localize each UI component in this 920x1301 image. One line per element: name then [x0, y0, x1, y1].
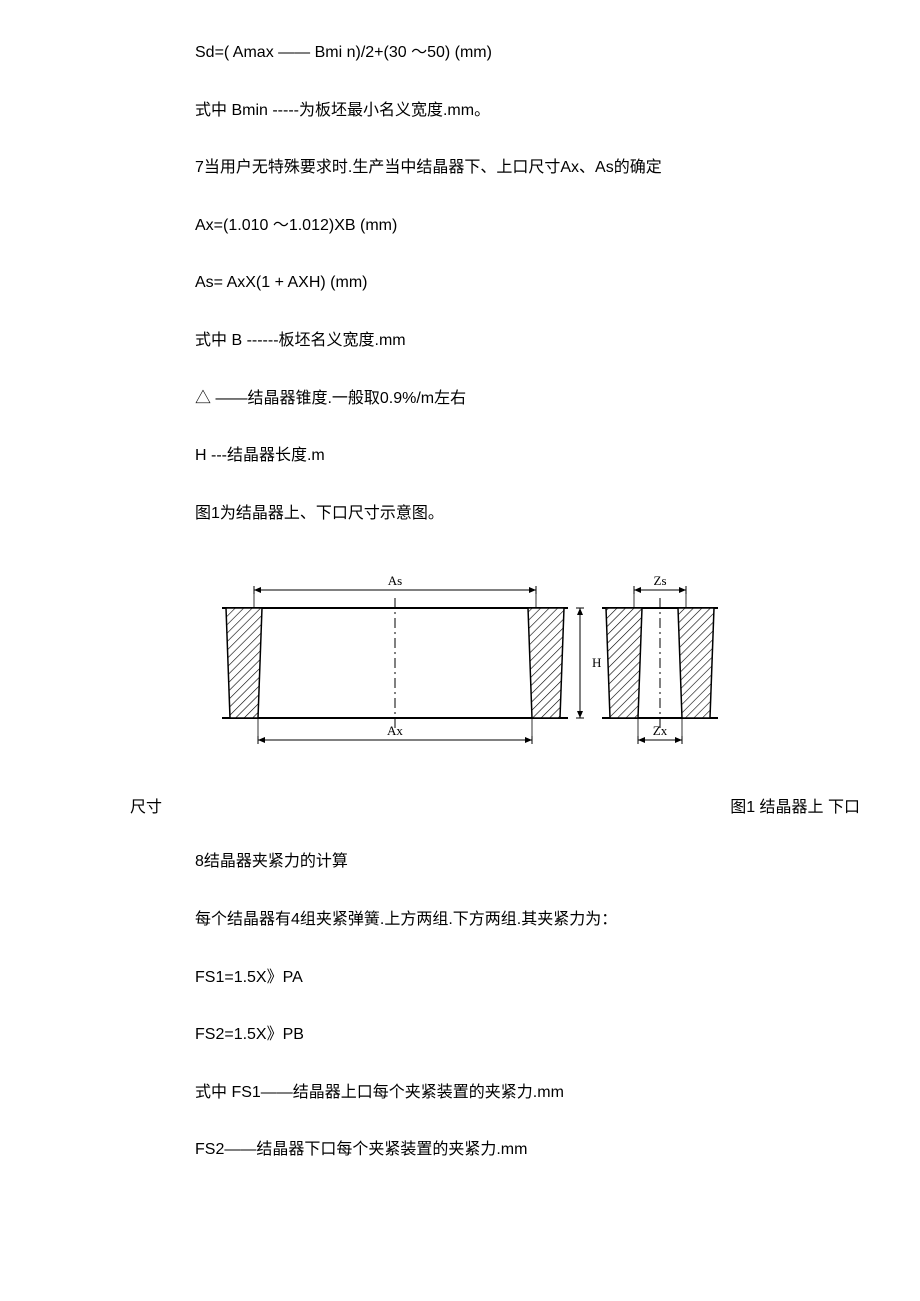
desc-h: H ---结晶器长度.m [195, 443, 860, 469]
formula-sd: Sd=( Amax —— Bmi n)/2+(30 ～50) (mm) [195, 40, 860, 66]
desc-delta: △ ——结晶器锥度.一般取0.9%/m左右 [195, 386, 860, 412]
desc-bmin: 式中 Bmin -----为板坯最小名义宽度.mm。 [195, 98, 860, 124]
figure-caption: 图1 结晶器上 下口 尺寸 [0, 793, 920, 817]
formula-ax: Ax=(1.010 ～1.012)XB (mm) [195, 213, 860, 239]
formula-fs1: FS1=1.5X》PA [195, 965, 860, 991]
svg-text:As: As [388, 573, 402, 588]
formula-fs2: FS2=1.5X》PB [195, 1022, 860, 1048]
desc-fs2: FS2——结晶器下口每个夹紧装置的夹紧力.mm [195, 1137, 860, 1163]
section-7-title: 7当用户无特殊要求时.生产当中结晶器下、上口尺寸Ax、As的确定 [195, 155, 860, 181]
mold-diagram: As Ax Zs Zx H [200, 558, 720, 758]
svg-text:Ax: Ax [387, 723, 403, 738]
figure-ref: 图1为结晶器上、下口尺寸示意图。 [195, 501, 860, 527]
desc-fs1: 式中 FS1——结晶器上口每个夹紧装置的夹紧力.mm [195, 1080, 860, 1106]
section-8-title: 8结晶器夹紧力的计算 [195, 849, 860, 875]
svg-text:Zs: Zs [654, 573, 667, 588]
caption-right: 图1 结晶器上 下口 [730, 793, 860, 817]
caption-left: 尺寸 [130, 793, 162, 817]
clamp-desc: 每个结晶器有4组夹紧弹簧.上方两组.下方两组.其夹紧力为： [195, 907, 860, 933]
desc-b: 式中 B ------板坯名义宽度.mm [195, 328, 860, 354]
formula-as: As= AxX(1 + AXH) (mm) [195, 270, 860, 296]
svg-text:Zx: Zx [653, 723, 668, 738]
figure-1: As Ax Zs Zx H [0, 558, 920, 763]
svg-text:H: H [592, 655, 601, 670]
